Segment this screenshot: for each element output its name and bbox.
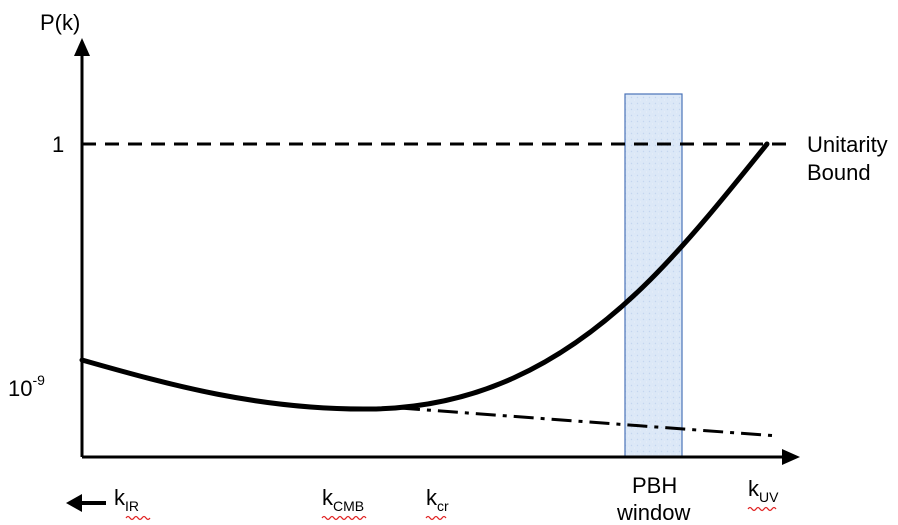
x-label-k-cmb: kCMB: [322, 485, 364, 514]
pbh-window-label-line2: window: [616, 500, 690, 525]
dash-dot-extrapolation: [399, 406, 779, 438]
spellcheck-underline-k-cmb: [321, 515, 367, 521]
unitarity-bound-label-line1: Unitarity: [807, 132, 888, 157]
x-label-k-cr: kcr: [426, 485, 449, 514]
spellcheck-underline-k-ir: [125, 515, 151, 521]
y-tick-one: 1: [52, 132, 64, 157]
y-axis-label: P(k): [40, 10, 80, 35]
spellcheck-underline-k-cr: [425, 515, 447, 521]
left-arrow-icon-head: [66, 494, 82, 512]
spellcheck-underline-k-uv: [747, 506, 777, 512]
x-label-k-uv: kUV: [748, 476, 779, 505]
y-tick-ten-minus-nine: 10-9: [8, 372, 45, 401]
unitarity-bound-label-line2: Bound: [807, 160, 871, 185]
x-axis-arrowhead: [782, 449, 800, 465]
power-spectrum-curve: [79, 141, 770, 412]
pbh-window-label-line1: PBH: [632, 473, 677, 498]
y-axis-arrowhead: [74, 38, 90, 56]
x-label-k-ir: kIR: [114, 485, 139, 514]
